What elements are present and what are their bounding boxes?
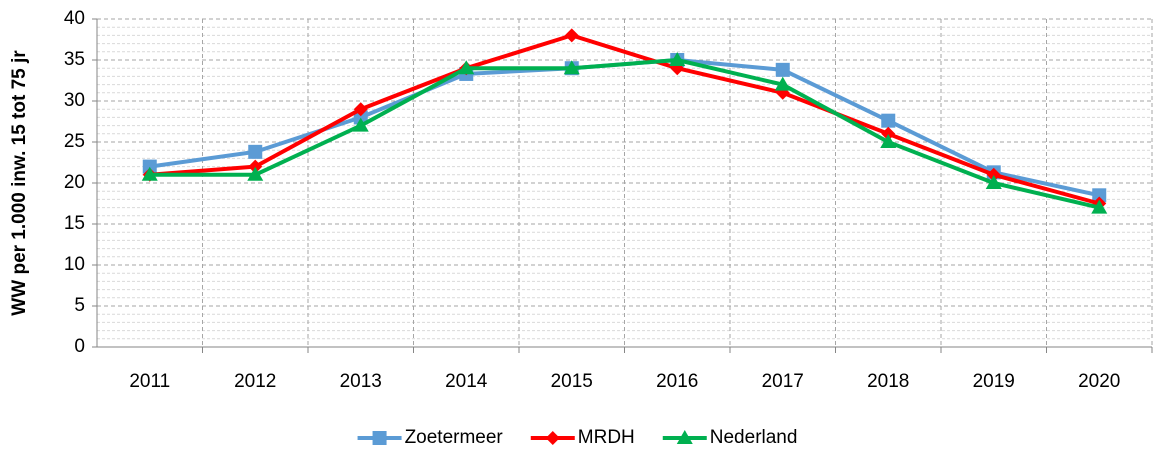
marker: [774, 76, 791, 91]
y-tick-label: 0: [74, 336, 85, 357]
marker: [985, 175, 1002, 189]
x-tick-label: 2011: [129, 371, 170, 392]
series-line: [149, 58, 1100, 210]
x-tick-label: 2020: [1078, 371, 1120, 392]
x-tick-label: 2016: [656, 371, 698, 392]
marker: [563, 60, 580, 75]
x-tick-label: 2012: [234, 371, 276, 392]
y-tick-label: 10: [64, 254, 85, 275]
x-tick-label: 2014: [445, 371, 488, 392]
y-tick-label: 20: [64, 172, 85, 193]
x-tick-label: 2017: [762, 371, 804, 392]
legend-label: Nederland: [710, 427, 798, 448]
marker: [881, 113, 896, 128]
marker: [248, 144, 263, 159]
y-tick-label: 40: [64, 8, 85, 29]
y-tick-label: 5: [74, 295, 85, 316]
marker: [142, 159, 157, 174]
marker: [458, 60, 475, 75]
x-tick-label: 2018: [867, 371, 909, 392]
marker: [775, 62, 790, 77]
marker: [670, 61, 685, 76]
legend-label: Zoetermeer: [405, 427, 504, 448]
marker: [352, 117, 369, 132]
y-tick-label: 30: [64, 90, 85, 111]
y-axis-label: WW per 1.000 inw. 15 tot 75 jr: [9, 50, 30, 316]
marker: [676, 430, 693, 444]
marker: [372, 431, 387, 445]
marker: [353, 102, 368, 117]
y-tick-label: 15: [64, 213, 85, 234]
marker: [247, 166, 264, 181]
marker: [880, 134, 897, 148]
marker: [669, 52, 686, 66]
marker: [986, 167, 1001, 182]
marker: [564, 28, 579, 43]
marker: [881, 126, 896, 141]
marker: [141, 166, 158, 181]
legend: Zoetermeer MRDH Nederland: [357, 427, 798, 448]
series-line: [149, 33, 1100, 206]
marker: [248, 159, 263, 174]
marker: [1091, 199, 1108, 214]
x-tick-label: 2013: [340, 371, 382, 392]
marker: [353, 110, 368, 125]
legend-label: MRDH: [578, 427, 635, 448]
x-tick-label: 2015: [551, 371, 593, 392]
marker: [545, 431, 560, 445]
marker: [1092, 188, 1107, 203]
x-tick-label: 2019: [973, 371, 1015, 392]
y-tick-label: 35: [64, 49, 85, 70]
y-tick-label: 25: [64, 131, 85, 152]
